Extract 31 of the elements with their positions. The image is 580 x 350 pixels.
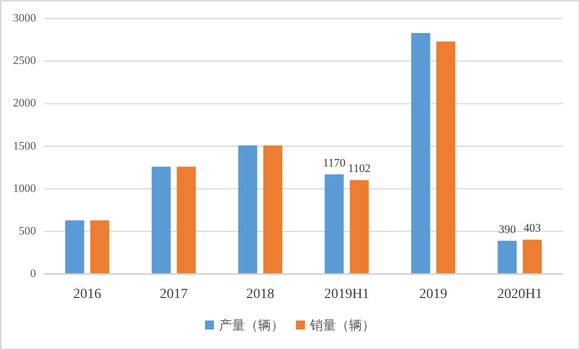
y-tick-label: 1500 bbox=[13, 140, 36, 152]
y-tick-label: 2000 bbox=[13, 98, 36, 110]
bar bbox=[176, 166, 196, 274]
x-tick-label: 2017 bbox=[160, 287, 188, 302]
data-label: 1170 bbox=[322, 157, 346, 170]
data-label: 390 bbox=[498, 224, 516, 236]
bar bbox=[65, 220, 84, 274]
bar bbox=[411, 32, 430, 274]
bar bbox=[436, 41, 456, 274]
y-tick-label: 500 bbox=[18, 225, 36, 238]
x-tick-label: 2016 bbox=[73, 287, 102, 302]
legend-label: 产量（辆） bbox=[219, 318, 284, 332]
y-tick-label: 0 bbox=[30, 268, 36, 280]
y-tick-label: 3000 bbox=[13, 12, 36, 24]
bar bbox=[90, 220, 110, 274]
bar bbox=[152, 166, 171, 274]
legend-label: 销量（辆） bbox=[309, 318, 375, 332]
y-tick-label: 1000 bbox=[13, 182, 36, 195]
y-tick-label: 2500 bbox=[13, 55, 36, 68]
bar bbox=[350, 180, 369, 274]
bar bbox=[498, 240, 517, 274]
x-tick-label: 2018 bbox=[246, 287, 274, 302]
data-label: 403 bbox=[524, 222, 542, 235]
bar bbox=[263, 145, 282, 274]
bar bbox=[522, 240, 542, 274]
bar bbox=[324, 174, 344, 274]
x-tick-label: 2019H1 bbox=[324, 287, 370, 302]
x-tick-label: 2020H1 bbox=[497, 287, 542, 302]
bar bbox=[238, 145, 258, 274]
data-label: 1102 bbox=[348, 163, 371, 176]
x-tick-label: 2019 bbox=[419, 287, 448, 302]
